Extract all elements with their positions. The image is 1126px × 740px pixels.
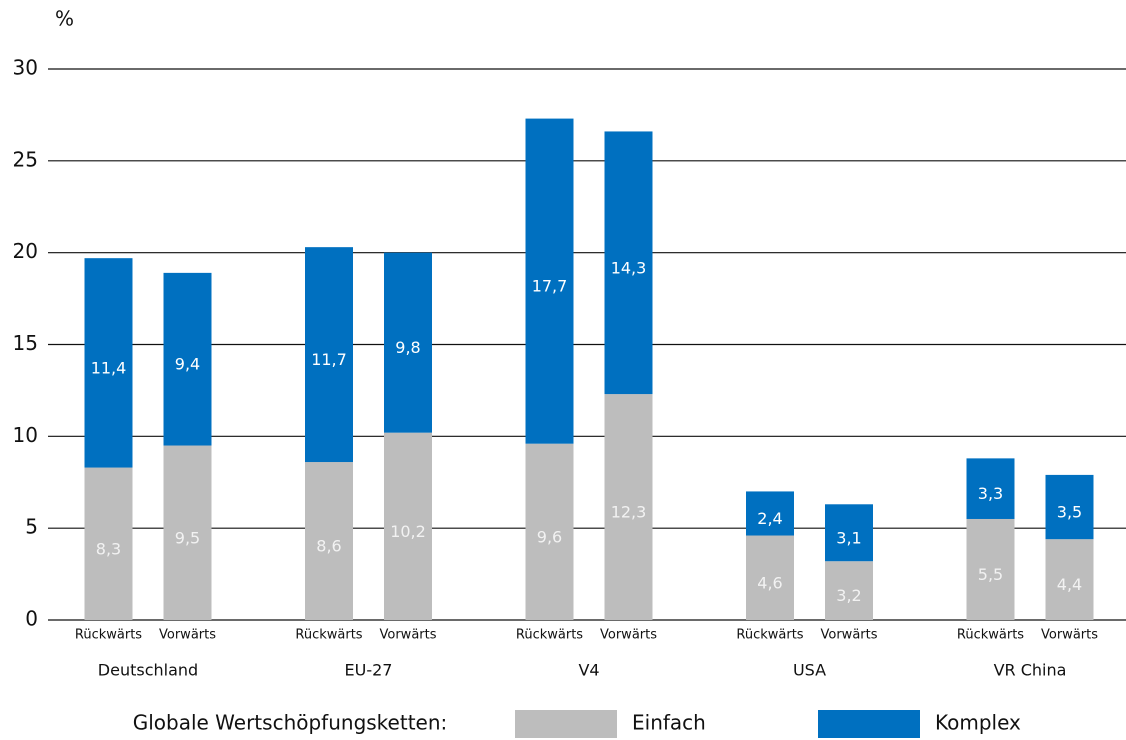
- value-label: 11,7: [311, 350, 347, 369]
- x-tick-label: Rückwärts: [736, 628, 803, 643]
- value-label: 11,4: [91, 358, 127, 377]
- bar-segment: [305, 462, 353, 620]
- bar-segment: [746, 535, 794, 620]
- bar-segment: [825, 504, 873, 562]
- value-label: 10,2: [390, 522, 426, 541]
- value-label: 3,1: [836, 528, 861, 547]
- value-label: 4,6: [757, 573, 782, 592]
- bar-segment: [966, 518, 1015, 620]
- bar-segment: [1045, 474, 1094, 540]
- bar-segment: [746, 491, 794, 536]
- group-label: VR China: [994, 661, 1067, 680]
- bar-segment: [163, 272, 212, 446]
- y-tick-label: 25: [13, 147, 38, 171]
- value-label: 5,5: [978, 565, 1003, 584]
- bar-segment: [1045, 539, 1094, 620]
- value-label: 12,3: [611, 503, 647, 522]
- group-label: USA: [793, 661, 826, 680]
- y-tick-label: 0: [25, 607, 38, 631]
- x-tick-label: Rückwärts: [957, 628, 1024, 643]
- bar-segment: [525, 118, 574, 444]
- value-label: 14,3: [611, 258, 647, 277]
- value-label: 3,3: [978, 484, 1003, 503]
- legend-label: Einfach: [632, 711, 706, 735]
- value-label: 2,4: [757, 509, 782, 528]
- legend-title: Globale Wertschöpfungsketten:: [133, 711, 448, 735]
- y-axis-label: %: [55, 7, 74, 31]
- x-tick-label: Vorwärts: [380, 628, 437, 643]
- bar-segment: [525, 443, 574, 620]
- y-tick-label: 10: [13, 423, 38, 447]
- bar-segment: [84, 467, 133, 620]
- bar-segment: [305, 247, 353, 463]
- x-tick-label: Vorwärts: [821, 628, 878, 643]
- legend-swatch: [818, 710, 920, 738]
- x-tick-label: Rückwärts: [75, 628, 142, 643]
- bar-segment: [604, 394, 653, 620]
- y-tick-label: 20: [13, 239, 38, 263]
- x-tick-label: Vorwärts: [159, 628, 216, 643]
- bar-segment: [966, 458, 1015, 519]
- y-tick-label: 5: [25, 515, 38, 539]
- value-label: 17,7: [532, 277, 568, 296]
- y-tick-label: 30: [13, 56, 38, 80]
- value-label: 3,2: [836, 586, 861, 605]
- group-label: V4: [578, 661, 599, 680]
- value-label: 3,5: [1057, 503, 1082, 522]
- legend-swatch: [515, 710, 617, 738]
- x-tick-label: Rückwärts: [295, 628, 362, 643]
- bar-segment: [825, 561, 873, 620]
- group-label: EU-27: [345, 661, 393, 680]
- value-label: 4,4: [1057, 575, 1082, 594]
- x-tick-label: Vorwärts: [1041, 628, 1098, 643]
- legend-label: Komplex: [935, 711, 1021, 735]
- x-tick-label: Vorwärts: [600, 628, 657, 643]
- y-tick-label: 15: [13, 331, 38, 355]
- value-label: 9,5: [175, 528, 200, 547]
- bar-segment: [163, 445, 212, 620]
- group-label: Deutschland: [98, 661, 198, 680]
- bar-segment: [384, 252, 432, 433]
- value-label: 9,8: [395, 338, 420, 357]
- bar-segment: [604, 131, 653, 395]
- bar-segment: [84, 258, 133, 468]
- bar-segment: [384, 432, 432, 620]
- value-label: 8,3: [96, 539, 121, 558]
- value-label: 8,6: [316, 537, 341, 556]
- x-tick-label: Rückwärts: [516, 628, 583, 643]
- value-label: 9,6: [537, 527, 562, 546]
- value-label: 9,4: [175, 355, 200, 374]
